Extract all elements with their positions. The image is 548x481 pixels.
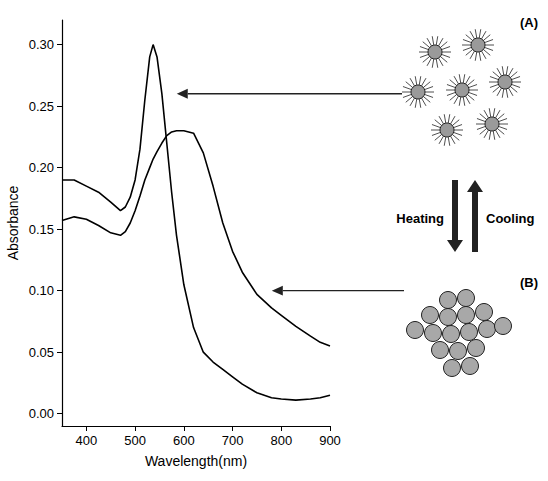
svg-text:Cooling: Cooling — [486, 211, 534, 226]
svg-text:Wavelength(nm): Wavelength(nm) — [145, 453, 247, 469]
svg-text:600: 600 — [173, 433, 195, 448]
svg-text:500: 500 — [124, 433, 146, 448]
svg-text:(B): (B) — [520, 275, 538, 290]
svg-text:0.25: 0.25 — [29, 99, 54, 114]
svg-text:700: 700 — [222, 433, 244, 448]
svg-text:0.30: 0.30 — [29, 37, 54, 52]
svg-text:400: 400 — [76, 433, 98, 448]
svg-text:0.15: 0.15 — [29, 222, 54, 237]
svg-text:800: 800 — [270, 433, 292, 448]
svg-text:0.20: 0.20 — [29, 160, 54, 175]
svg-text:Absorbance: Absorbance — [5, 185, 21, 260]
svg-text:0.10: 0.10 — [29, 283, 54, 298]
svg-text:0.05: 0.05 — [29, 345, 54, 360]
svg-text:0.00: 0.00 — [29, 406, 54, 421]
svg-text:Heating: Heating — [396, 211, 444, 226]
svg-text:900: 900 — [319, 433, 341, 448]
svg-text:(A): (A) — [520, 15, 538, 30]
